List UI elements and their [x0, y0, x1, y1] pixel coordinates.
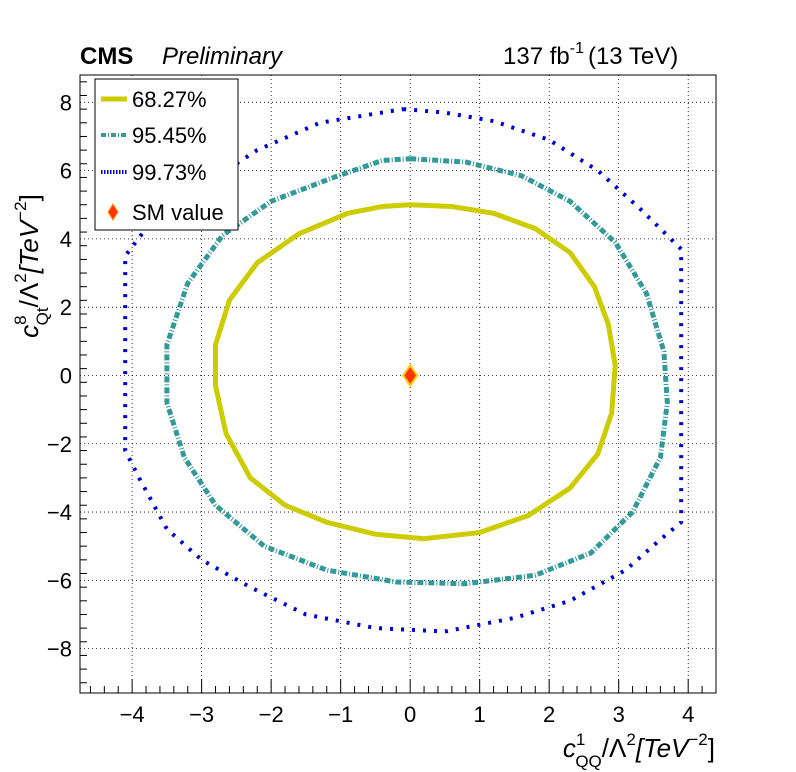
contour-9973	[123, 107, 684, 634]
x-tick-label: 2	[543, 702, 555, 727]
x-tick-label: −2	[259, 702, 284, 727]
y-tick-label: −2	[47, 432, 72, 457]
legend-box	[94, 78, 239, 231]
x-tick-label: −4	[120, 702, 145, 727]
y-tick-label: −6	[47, 568, 72, 593]
contour-6827	[213, 202, 618, 542]
y-tick-label: −4	[47, 500, 72, 525]
legend: 68.27% 95.45% 99.73% SM value	[94, 78, 239, 231]
plot-frame	[79, 74, 717, 694]
contour-9545	[164, 156, 670, 587]
x-tick-label: 4	[682, 702, 694, 727]
ticks: −4 −3 −2 −1 0 1 2 3 4 −8 −6 −4 −2 0 2 4 6 8	[47, 81, 703, 727]
sm-value-marker	[401, 363, 419, 388]
legend-label-99: 99.73%	[132, 160, 207, 185]
x-tick-label: 0	[404, 702, 416, 727]
x-axis-title: c1 QQ/Λ2[TeV−2]	[563, 730, 715, 771]
x-tick-label: −1	[328, 702, 353, 727]
x-tick-label: −3	[189, 702, 214, 727]
legend-label-sm: SM value	[132, 200, 224, 225]
lumi-label: 137 fb-1 (13 TeV)	[503, 40, 678, 70]
legend-marker-sm	[107, 203, 119, 221]
x-tick-label: 3	[613, 702, 625, 727]
x-tick-label: 1	[474, 702, 486, 727]
legend-label-95: 95.45%	[132, 123, 207, 148]
y-tick-label: 8	[60, 90, 72, 115]
y-tick-label: 2	[60, 295, 72, 320]
contours	[123, 107, 684, 634]
cms-label: CMS	[80, 43, 133, 70]
y-tick-label: 0	[60, 363, 72, 388]
y-tick-label: −8	[47, 637, 72, 662]
frame-rect	[79, 74, 717, 694]
y-tick-label: 4	[60, 227, 72, 252]
y-axis-title: c8 Qt/Λ2[TeV−2]	[11, 194, 52, 338]
legend-label-68: 68.27%	[132, 87, 207, 112]
y-tick-label: 6	[60, 159, 72, 184]
preliminary-label: Preliminary	[162, 43, 284, 70]
